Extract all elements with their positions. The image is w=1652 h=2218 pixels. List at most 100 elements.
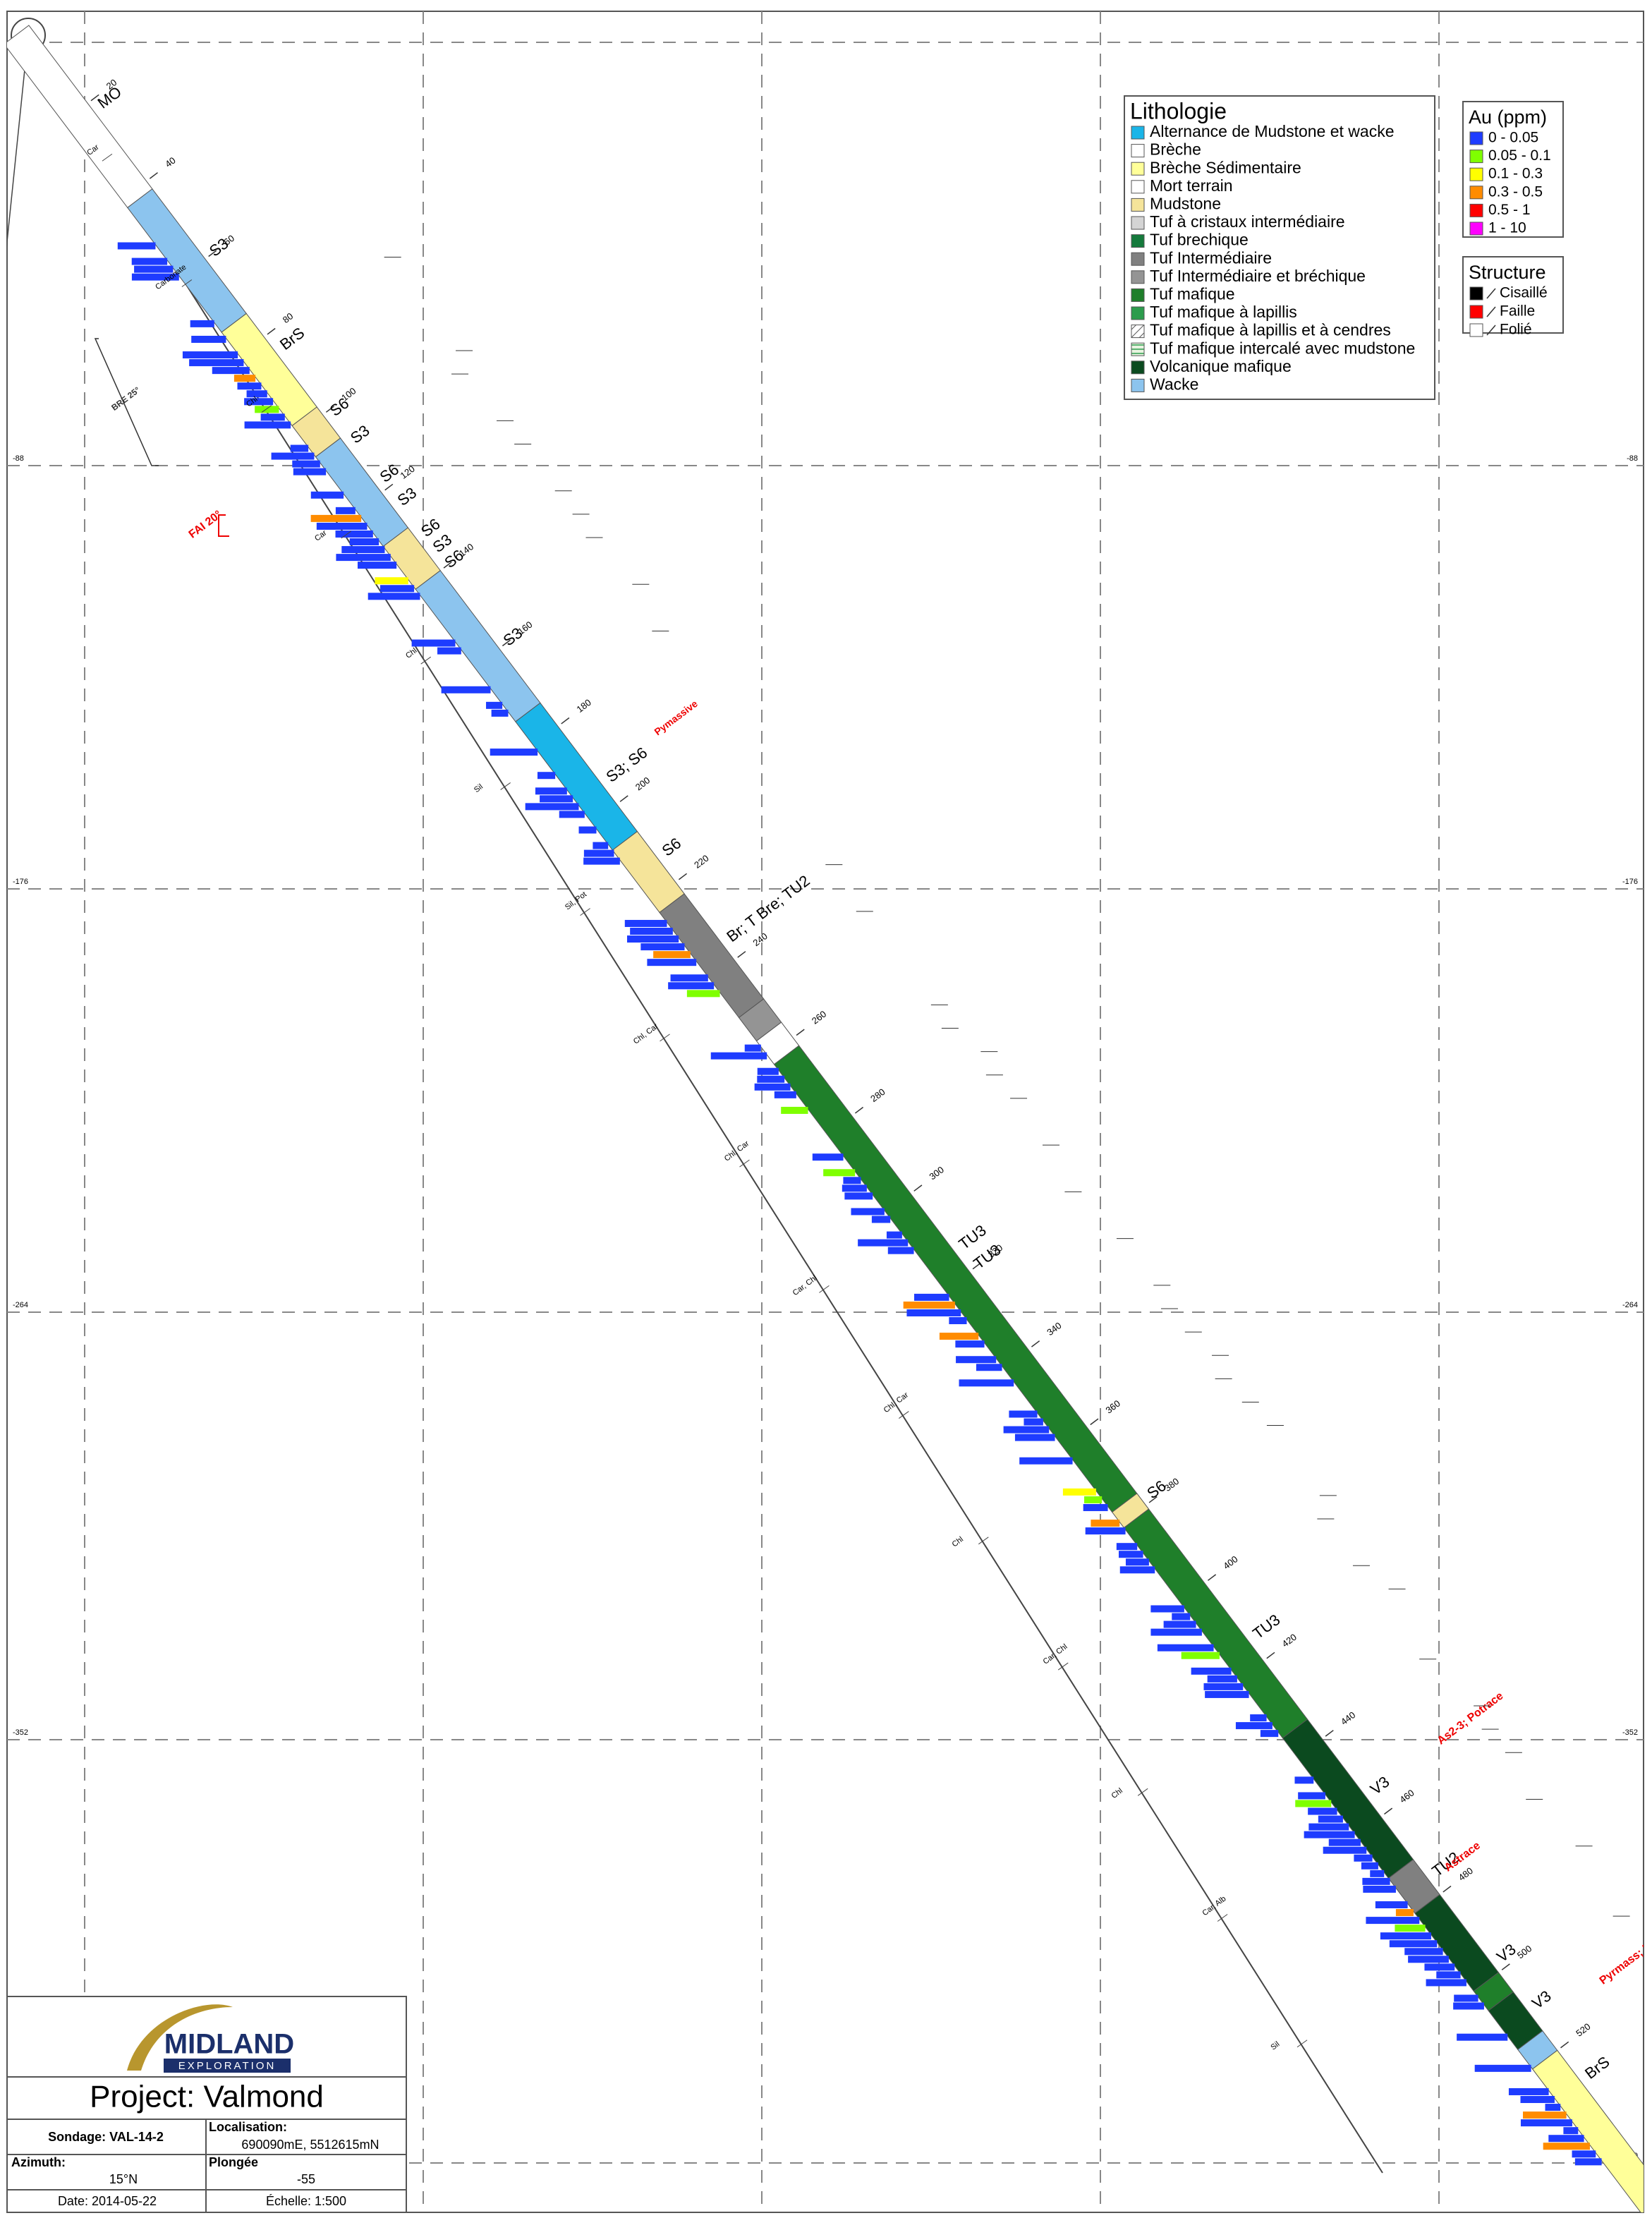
assay-bar — [774, 1091, 796, 1098]
unit-label: S6 — [377, 461, 403, 486]
assay-bar — [1116, 1543, 1138, 1551]
assay-bar — [1370, 1869, 1385, 1877]
assay-bar — [182, 351, 238, 359]
assay-bar — [244, 421, 291, 429]
depth-tick — [1031, 1340, 1040, 1347]
assay-bar — [1354, 1854, 1373, 1862]
assay-bar — [357, 562, 397, 569]
assay-bar — [244, 398, 274, 406]
assay-bar — [903, 1301, 955, 1309]
depth-label: 80 — [281, 310, 296, 325]
unit-label: V3 — [1367, 1773, 1393, 1798]
legend-label: Wacke — [1150, 375, 1198, 393]
assay-bar — [1408, 1956, 1449, 1963]
depth-label: 340 — [1045, 1320, 1063, 1338]
assay-bar — [1181, 1652, 1220, 1659]
legend-swatch — [1131, 325, 1145, 339]
assay-bar — [1085, 1527, 1126, 1535]
unit-label: S6 — [1143, 1477, 1170, 1502]
alteration-label: Sil — [473, 782, 485, 794]
depth-label: 260 — [810, 1009, 828, 1026]
assay-bar — [335, 530, 373, 538]
structure-bracket — [94, 338, 159, 466]
alteration-tick — [341, 531, 352, 539]
legend-swatch — [1469, 323, 1483, 337]
assay-bar — [842, 1184, 867, 1192]
unit-label: Br; T Bre; TU2 — [723, 871, 813, 945]
assay-bar — [293, 468, 327, 475]
depth-tick — [854, 1106, 864, 1114]
depth-tick — [796, 1029, 805, 1036]
legend-label: Volcanique mafique — [1150, 357, 1292, 375]
unit-label: BrS — [1581, 2053, 1612, 2083]
assay-bar — [1119, 1566, 1155, 1574]
assay-bar — [1454, 1994, 1478, 2002]
legend-swatch — [1131, 216, 1145, 230]
assay-bar — [189, 359, 244, 367]
legend-label: 0.5 - 1 — [1488, 202, 1531, 218]
elevation-label: -88 — [13, 454, 24, 463]
legend-label: Mort terrain — [1150, 176, 1233, 195]
legend-title: Au (ppm) — [1469, 107, 1547, 128]
depth-label: 20 — [104, 77, 119, 92]
legend-symbol — [1486, 288, 1496, 299]
assay-bar — [1543, 2143, 1590, 2150]
azimuth: 15°N — [109, 2172, 138, 2186]
alteration-tick — [261, 405, 272, 413]
assay-bar — [887, 1247, 914, 1254]
annotation: As2-3; Potrace — [1435, 1690, 1506, 1747]
depth-tick — [325, 406, 334, 413]
unit-label: S3 — [394, 484, 420, 509]
assay-bar — [886, 1231, 902, 1239]
assay-bar — [914, 1293, 949, 1301]
project: Project: Valmond — [90, 2080, 324, 2114]
legend-label: Tuf Intermédiaire et bréchique — [1150, 267, 1366, 285]
sondage: Sondage: VAL-14-2 — [48, 2130, 164, 2144]
assay-bar — [212, 367, 250, 375]
alteration-tick — [1296, 2040, 1308, 2048]
depth-label: 520 — [1574, 2021, 1592, 2039]
depth-label: 180 — [575, 697, 593, 715]
elevation-label: -176 — [1622, 878, 1638, 886]
assay-bar — [190, 320, 214, 327]
assay-bar — [754, 1083, 791, 1091]
assay-bar — [1436, 1971, 1461, 1979]
legend-swatch — [1131, 270, 1145, 284]
assay-bar — [292, 460, 320, 468]
legend-label: Brèche — [1150, 140, 1201, 159]
depth-label: 220 — [692, 853, 710, 871]
legend-swatch — [1131, 252, 1145, 266]
alteration-label: Car, Chl — [1042, 1642, 1069, 1666]
assay-bar — [1375, 1901, 1408, 1909]
azimuth-label: Azimuth: — [11, 2155, 66, 2169]
alteration-tick — [899, 1411, 909, 1419]
alteration-tick — [739, 1159, 750, 1168]
depth-tick — [208, 250, 217, 257]
assay-bar — [379, 585, 415, 593]
logo-arc — [127, 2004, 233, 2071]
assay-bar — [1572, 2150, 1596, 2158]
assay-bar — [1362, 1877, 1390, 1885]
alteration-tick — [181, 279, 193, 287]
assay-bar — [1083, 1503, 1108, 1511]
depth-tick — [619, 795, 628, 802]
depth-label: 460 — [1397, 1788, 1416, 1805]
assay-bar — [1523, 2111, 1567, 2119]
logo-text: MIDLAND — [164, 2029, 294, 2060]
alteration-label: Chl — [1110, 1787, 1124, 1801]
depth-tick — [561, 717, 570, 725]
alteration-label: Sil — [1269, 2040, 1281, 2052]
assay-bar — [117, 242, 156, 250]
depth-label: 40 — [163, 155, 178, 170]
legend-label: Alternance de Mudstone et wacke — [1150, 122, 1394, 140]
depth-tick — [149, 172, 158, 179]
depth-tick — [1325, 1730, 1334, 1737]
assay-bar — [336, 554, 391, 562]
assay-bar — [1520, 2096, 1555, 2104]
localisation: 690090mE, 5512615mN — [241, 2138, 379, 2152]
assay-bar — [593, 842, 609, 849]
assay-bar — [1157, 1644, 1214, 1652]
assay-bar — [490, 749, 538, 756]
assay-bar — [583, 849, 614, 857]
legend-label: 0.05 - 0.1 — [1488, 147, 1551, 164]
